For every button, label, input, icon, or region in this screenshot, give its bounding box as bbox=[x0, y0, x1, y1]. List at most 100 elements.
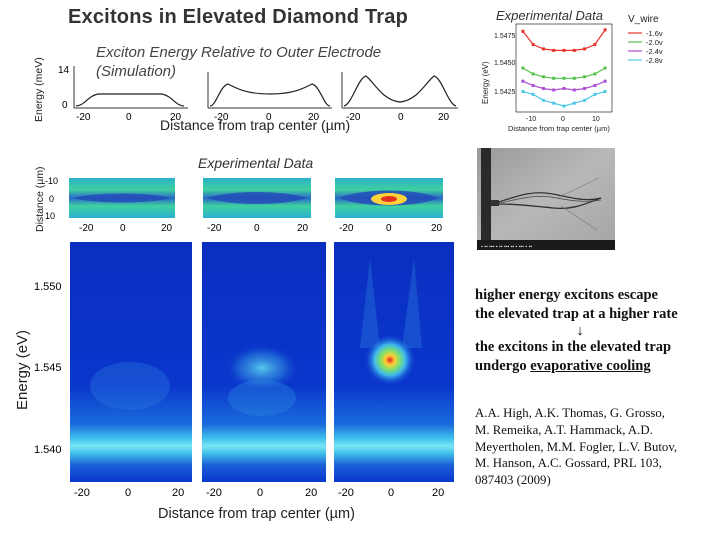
sim1-xtick: 20 bbox=[170, 112, 182, 123]
series-point bbox=[521, 79, 525, 83]
citation-line: A.A. High, A.K. Thomas, G. Grosso, bbox=[475, 406, 665, 420]
inset-legend: -1.6v-2.0v-2.4v-2.8v bbox=[628, 29, 663, 65]
img2-xtick: 0 bbox=[254, 223, 260, 234]
spectra-ylabel: Energy (eV) bbox=[14, 329, 31, 410]
series-point bbox=[603, 90, 607, 93]
series-point bbox=[593, 84, 597, 88]
series-point bbox=[531, 84, 535, 88]
sim-panel-1: -20 0 20 bbox=[73, 66, 188, 123]
series-point bbox=[603, 79, 607, 83]
sim2-xtick: -20 bbox=[214, 112, 229, 123]
series-point bbox=[562, 104, 566, 108]
sim1-xtick: 0 bbox=[126, 112, 132, 123]
img-ytick: 10 bbox=[45, 211, 55, 221]
sim-ytick-14: 14 bbox=[58, 65, 70, 76]
series-point bbox=[521, 29, 525, 33]
img-ytick: 0 bbox=[49, 194, 54, 204]
series-line-3 bbox=[522, 90, 606, 107]
img1-xtick: 20 bbox=[161, 223, 173, 234]
spectra1-xtick: 20 bbox=[172, 487, 184, 499]
citation-line: M. Remeika, A.T. Hammack, A.D. bbox=[475, 422, 653, 437]
series-point bbox=[562, 48, 566, 52]
spectra-ytick: 1.545 bbox=[34, 362, 62, 374]
evaporative-cooling-term: evaporative cooling bbox=[530, 358, 651, 374]
spectrum-panel-1 bbox=[70, 242, 192, 482]
sim3-xtick: 0 bbox=[398, 112, 404, 123]
inset-ytick: 1.5450 bbox=[494, 60, 516, 67]
sim-curve-3 bbox=[343, 75, 457, 107]
inset-xtick: 10 bbox=[592, 116, 600, 123]
page-title: Excitons in Elevated Diamond Trap bbox=[68, 6, 409, 28]
series-point bbox=[521, 90, 525, 93]
spectra2-xtick: 20 bbox=[305, 487, 317, 499]
series-point bbox=[531, 92, 535, 96]
spectra3-xtick: 0 bbox=[388, 487, 394, 499]
inset-frame bbox=[515, 23, 613, 113]
sim-curve-2 bbox=[209, 83, 331, 107]
series-point bbox=[552, 48, 556, 52]
inset-ytick: 1.5425 bbox=[494, 89, 516, 96]
series-point bbox=[572, 88, 576, 92]
img2-xtick: -20 bbox=[207, 223, 222, 234]
explanation-prefix: undergo bbox=[475, 358, 531, 374]
sim1-xtick: -20 bbox=[76, 112, 91, 123]
inset-ytick: 1.5475 bbox=[494, 33, 516, 40]
series-point bbox=[603, 66, 607, 70]
series-point bbox=[583, 75, 587, 79]
spectra2-xtick: -20 bbox=[206, 487, 222, 499]
series-point bbox=[593, 72, 597, 76]
series-point bbox=[583, 47, 587, 51]
series-point bbox=[541, 98, 545, 102]
inset-legend-title: V_wire bbox=[628, 14, 659, 25]
sim-curve-1 bbox=[75, 93, 185, 107]
citation-line: Meyertholen, M.M. Fogler, L.V. Butov, bbox=[475, 439, 678, 454]
series-point bbox=[583, 98, 587, 102]
explanation-line: undergo evaporative cooling bbox=[475, 357, 720, 376]
simulation-title: Exciton Energy Relative to Outer Electro… bbox=[96, 44, 382, 61]
citation-line: 087403 (2009) bbox=[475, 473, 551, 488]
series-point bbox=[572, 48, 576, 52]
sim2-xtick: 20 bbox=[308, 112, 320, 123]
img3-xtick: -20 bbox=[339, 223, 354, 234]
citation-line: M. Hanson, A.C. Gossard, PRL 103, bbox=[475, 456, 662, 471]
simulation-subtitle: (Simulation) bbox=[96, 63, 177, 80]
sem-micrograph-image: ▪ ▪▪ ▪▪▪ ▪ ▪▪ ▪▪▪ ▪▪ ▪ ▪▪▪ ▪ ▪▪ bbox=[477, 148, 615, 250]
legend-label: -2.4v bbox=[646, 47, 663, 56]
series-point bbox=[541, 75, 545, 79]
sim-ytick-0: 0 bbox=[62, 100, 68, 111]
sim-panel-3: -20 0 20 bbox=[341, 72, 458, 123]
explanation-text: higher energy excitons escape the elevat… bbox=[475, 286, 720, 376]
series-point bbox=[572, 76, 576, 80]
legend-label: -2.8v bbox=[646, 56, 663, 65]
series-point bbox=[562, 87, 566, 90]
img3-xtick: 0 bbox=[386, 223, 392, 234]
series-point bbox=[552, 101, 556, 105]
experimental-images: -10 0 10 -20 0 20 -20 0 20 -20 0 20 bbox=[45, 176, 443, 234]
explanation-line: the excitons in the elevated trap bbox=[475, 339, 672, 355]
series-point bbox=[521, 66, 525, 70]
series-point bbox=[531, 43, 535, 46]
series-point bbox=[531, 72, 535, 76]
img2-xtick: 20 bbox=[297, 223, 309, 234]
simulation-plots: 14 0 -20 0 20 -20 0 20 -20 0 20 bbox=[58, 65, 458, 123]
series-point bbox=[562, 76, 566, 80]
down-arrow-icon: ↓ bbox=[576, 323, 584, 339]
img3-xtick: 20 bbox=[431, 223, 443, 234]
sim3-xtick: 20 bbox=[438, 112, 450, 123]
explanation-line: the elevated trap at a higher rate bbox=[475, 306, 678, 322]
inset-chart: Experimental Data V_wire -1.6v-2.0v-2.4v… bbox=[481, 8, 663, 133]
img1-xtick: -20 bbox=[79, 223, 94, 234]
series-line-0 bbox=[522, 29, 606, 52]
inset-series-group bbox=[521, 28, 607, 108]
img-ytick: -10 bbox=[45, 176, 58, 186]
spectra3-xtick: 20 bbox=[432, 487, 444, 499]
series-point bbox=[552, 76, 556, 80]
inset-xlabel: Distance from trap center (µm) bbox=[508, 124, 610, 133]
inset-ylabel: Energy (eV) bbox=[481, 61, 490, 104]
img1-xtick: 0 bbox=[120, 223, 126, 234]
inset-title: Experimental Data bbox=[496, 8, 603, 23]
spectra2-xtick: 0 bbox=[257, 487, 263, 499]
citation: A.A. High, A.K. Thomas, G. Grosso, M. Re… bbox=[475, 405, 720, 489]
svg-text:▪ ▪▪ ▪▪▪ ▪ ▪▪ ▪▪▪ ▪▪ ▪ ▪▪▪ ▪ ▪: ▪ ▪▪ ▪▪▪ ▪ ▪▪ ▪▪▪ ▪▪ ▪ ▪▪▪ ▪ ▪▪ bbox=[481, 244, 532, 250]
legend-label: -2.0v bbox=[646, 38, 663, 47]
